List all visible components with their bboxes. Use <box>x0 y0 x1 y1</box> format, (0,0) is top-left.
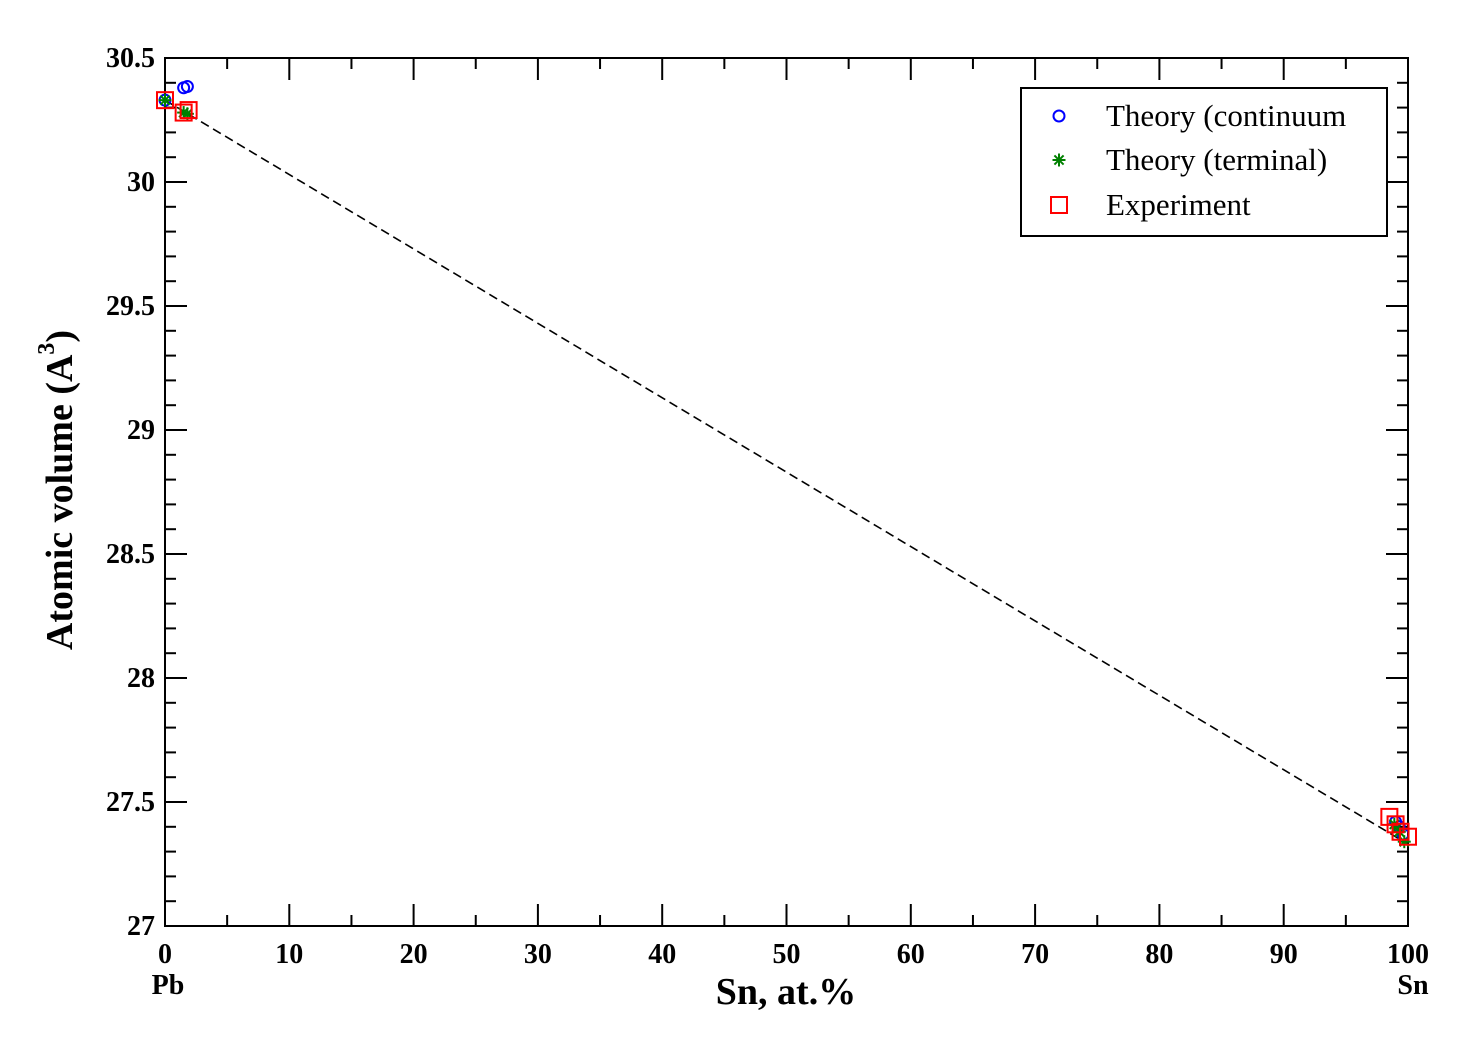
axis-ticks <box>164 57 1409 927</box>
point-star <box>158 93 172 107</box>
point-square <box>174 103 193 122</box>
y-tick-label: 27 <box>127 911 155 942</box>
x-tick-label: 0 <box>158 939 172 970</box>
y-axis-title-superscript: 3 <box>34 343 60 355</box>
y-tick-label: 30 <box>127 167 155 198</box>
x-tick-label: 100 <box>1387 939 1429 970</box>
legend-label: Theory (terminal) <box>1106 142 1327 177</box>
y-tick-label: 30.5 <box>106 43 155 74</box>
point-circle <box>180 80 194 94</box>
x-tick-label: 60 <box>897 939 925 970</box>
x-tick-label: 90 <box>1270 939 1298 970</box>
point-square <box>156 91 174 110</box>
x-end-label-right: Sn <box>1397 970 1429 1001</box>
y-axis-title-main: Atomic volume (A <box>39 354 81 650</box>
y-tick-label: 27.5 <box>106 787 155 818</box>
legend: Theory (continuum Theory (terminal) Experi… <box>1020 87 1388 237</box>
y-tick-label: 29.5 <box>106 291 155 322</box>
y-tick-label: 29 <box>127 415 155 446</box>
legend-marker-star <box>1052 153 1066 167</box>
x-end-label-left: Pb <box>152 970 185 1001</box>
legend-marker-circle <box>1052 109 1066 123</box>
x-tick-label: 50 <box>773 939 801 970</box>
y-axis-title: Atomic volume (A3) <box>34 330 81 650</box>
x-axis-title: Sn, at.% <box>716 971 856 1013</box>
legend-label: Experiment <box>1106 187 1251 222</box>
fit-line-group <box>164 99 1409 845</box>
y-axis-title-close: ) <box>39 330 81 343</box>
x-tick-label: 70 <box>1021 939 1049 970</box>
y-tick-label: 28 <box>127 663 155 694</box>
legend-label: Theory (continuum <box>1106 98 1346 133</box>
fit-line <box>164 99 1409 845</box>
x-tick-label: 10 <box>275 939 303 970</box>
star-stroke <box>159 94 171 106</box>
star-stroke <box>182 108 193 120</box>
point-square <box>1399 827 1417 846</box>
y-tick-label: 28.5 <box>106 539 155 570</box>
star-stroke <box>1053 154 1065 166</box>
x-tick-label: 30 <box>524 939 552 970</box>
x-tick-label: 80 <box>1145 939 1173 970</box>
legend-marker-square <box>1050 196 1068 214</box>
tick-labels: 0 10 20 30 40 50 60 70 80 90 100 27 27.5 28 28.5 29 29.5… <box>106 43 1429 970</box>
x-tick-label: 20 <box>400 939 428 970</box>
point-square <box>179 101 198 120</box>
data-points <box>156 80 1417 849</box>
x-tick-label: 40 <box>648 939 676 970</box>
legend-box <box>1020 87 1388 237</box>
